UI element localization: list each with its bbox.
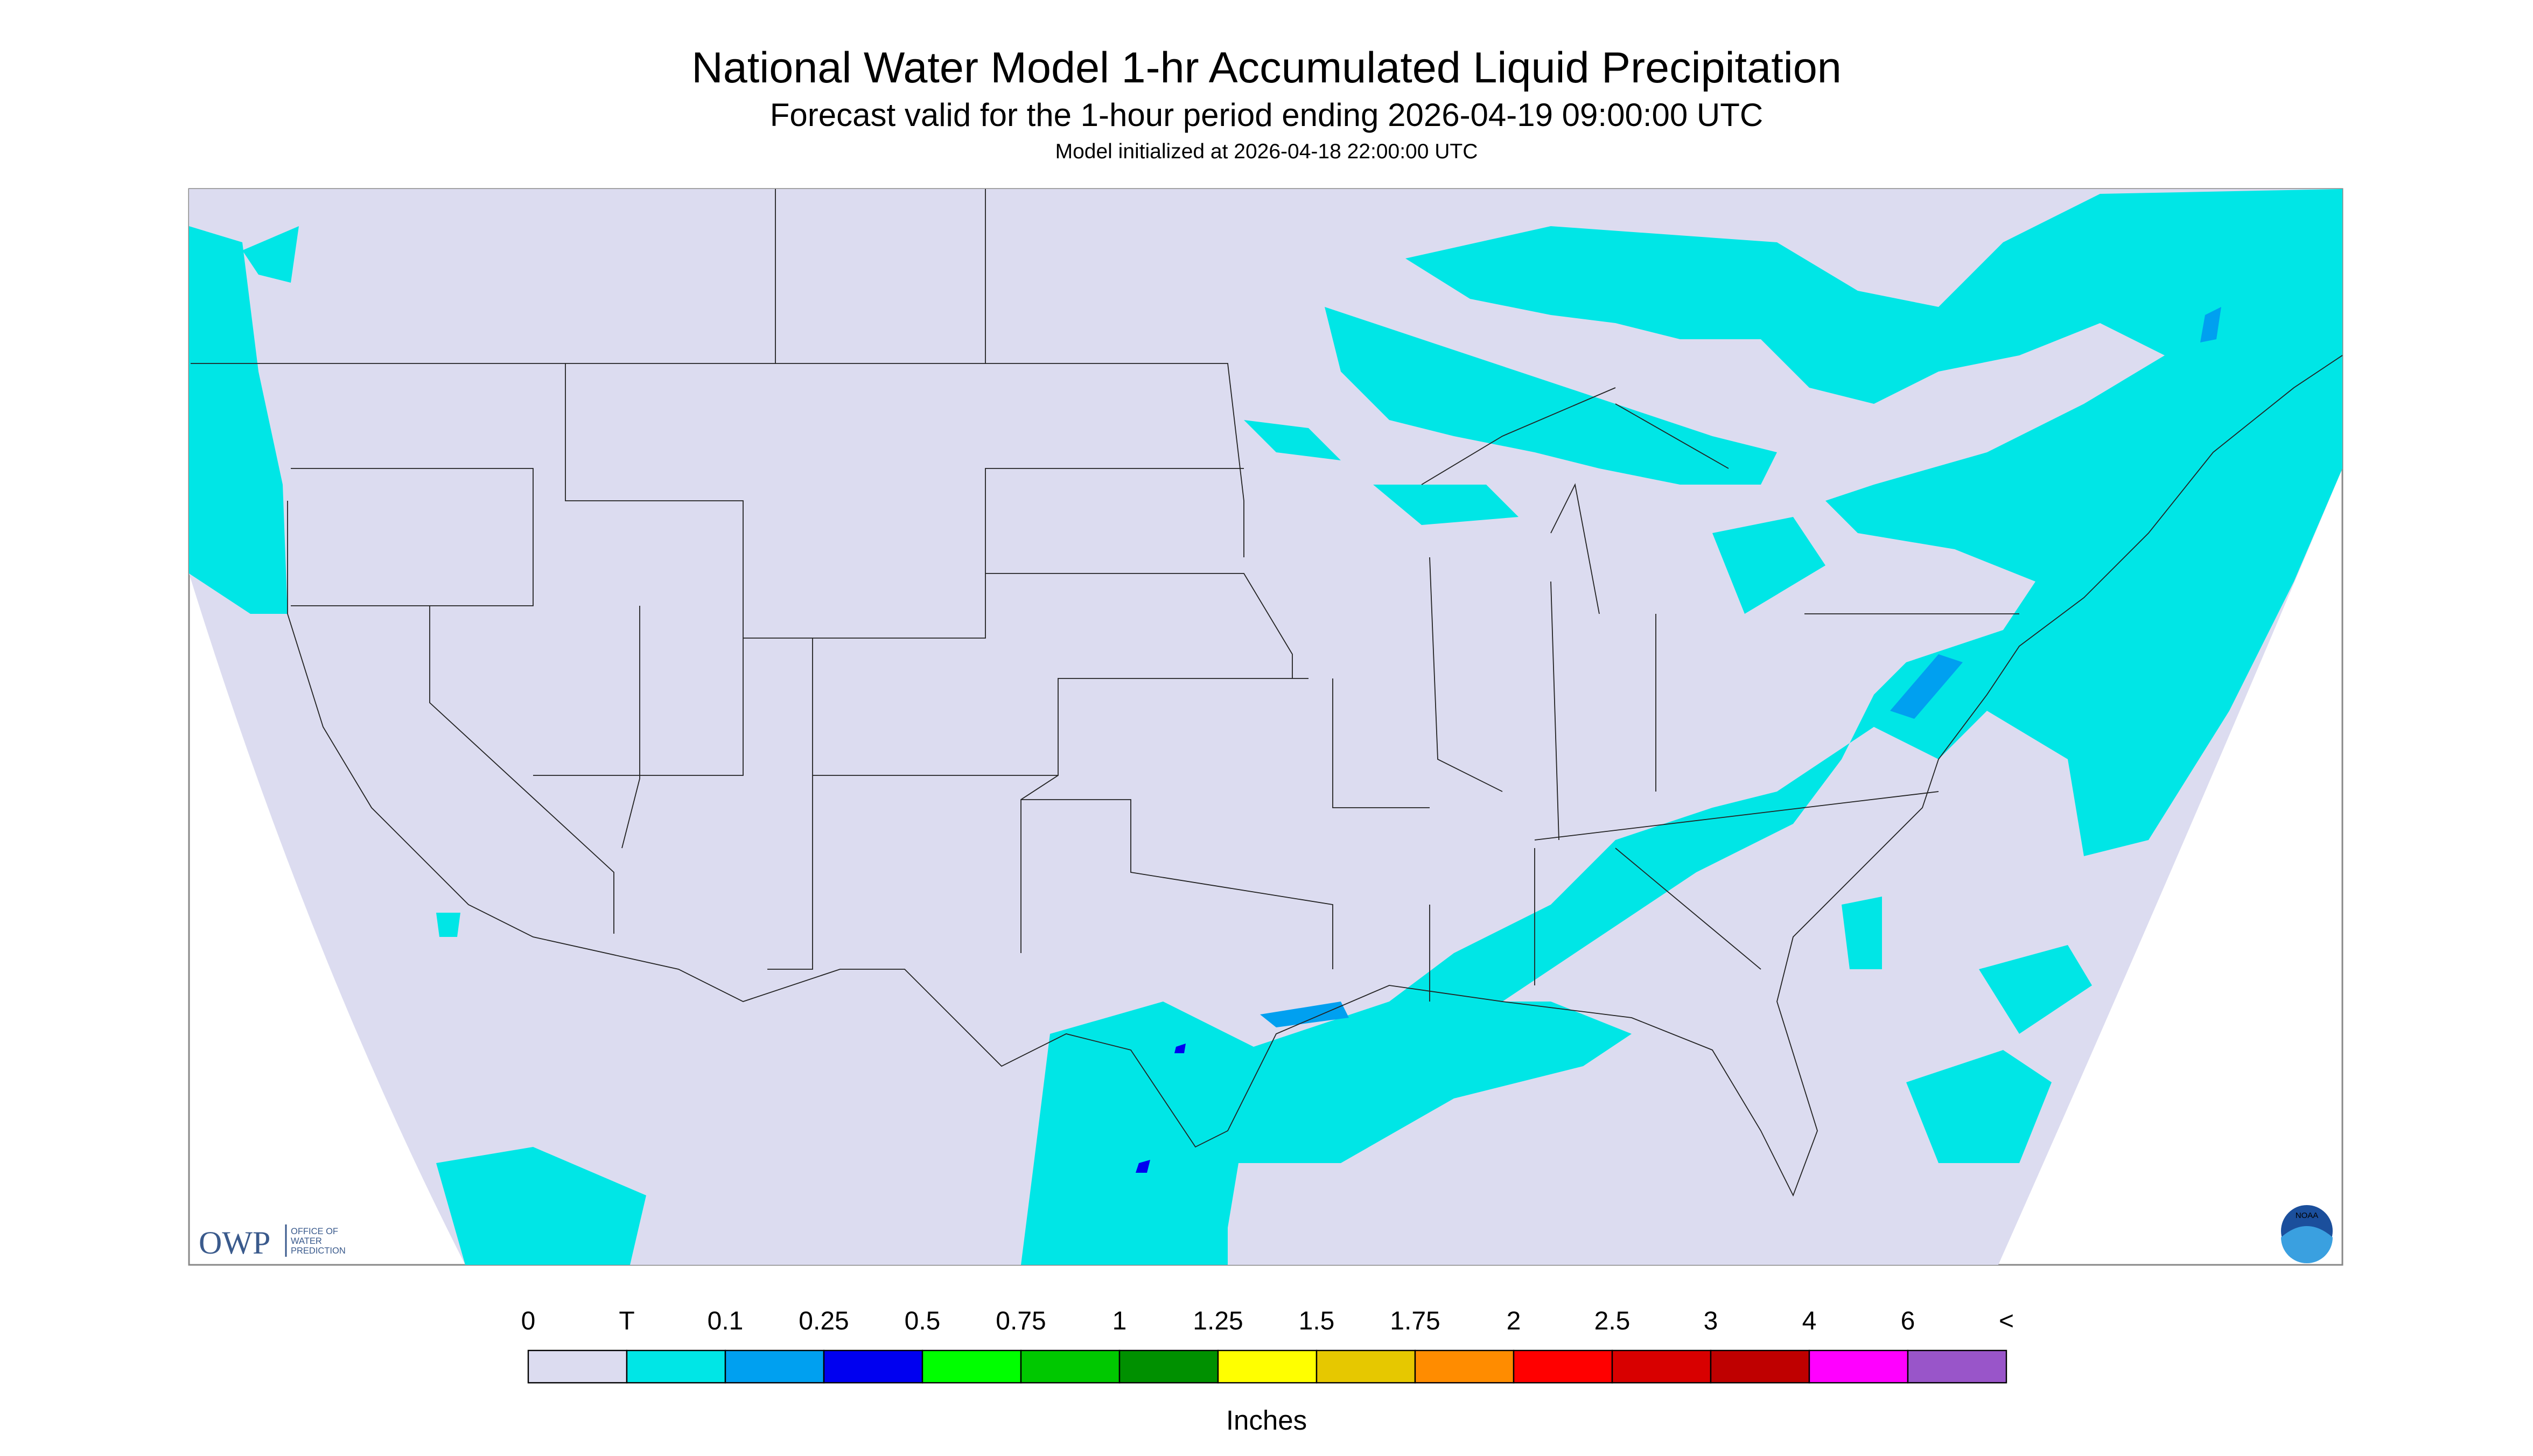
- noaa-logo-text: NOAA: [2296, 1211, 2319, 1220]
- legend-swatch: [1710, 1349, 1810, 1384]
- legend-label: 0.5: [905, 1307, 941, 1335]
- legend-label: 2: [1507, 1307, 1521, 1335]
- owp-logo: OWP OFFICE OF WATER PREDICTION: [199, 1224, 346, 1261]
- legend-swatch: [1316, 1349, 1416, 1384]
- legend-swatch: [1020, 1349, 1121, 1384]
- legend-swatch: [1513, 1349, 1613, 1384]
- legend-label: 2.5: [1594, 1307, 1631, 1335]
- legend-units: Inches: [1226, 1405, 1307, 1436]
- legend-label: <: [1999, 1307, 2014, 1335]
- legend-swatch: [1217, 1349, 1318, 1384]
- map-panel: OWP OFFICE OF WATER PREDICTION NOAA: [188, 188, 2343, 1266]
- legend-label: 3: [1704, 1307, 1718, 1335]
- legend-swatch: [921, 1349, 1022, 1384]
- boundaries: [191, 189, 2343, 1197]
- legend-label: 0: [521, 1307, 536, 1335]
- legend-swatch: [823, 1349, 923, 1384]
- noaa-logo: NOAA: [2281, 1205, 2333, 1264]
- legend-label: 1.75: [1390, 1307, 1440, 1335]
- legend-swatch: [1611, 1349, 1712, 1384]
- legend-label: 6: [1901, 1307, 1915, 1335]
- legend-label: 0.1: [708, 1307, 744, 1335]
- legend-label: 1: [1112, 1307, 1127, 1335]
- legend-swatch: [626, 1349, 726, 1384]
- legend-label: 0.25: [799, 1307, 849, 1335]
- legend-swatch: [724, 1349, 825, 1384]
- legend-label: 4: [1802, 1307, 1817, 1335]
- owp-logo-line: OFFICE OF: [291, 1227, 338, 1236]
- owp-logo-line: WATER: [291, 1236, 322, 1246]
- legend-label: 0.75: [996, 1307, 1046, 1335]
- legend-label: T: [619, 1307, 634, 1335]
- legend-label: 1.25: [1193, 1307, 1243, 1335]
- legend-label: 1.5: [1299, 1307, 1335, 1335]
- init-note: Model initialized at 2026-04-18 22:00:00…: [1055, 140, 1478, 163]
- model-domain: [189, 189, 2342, 1265]
- legend-swatch: [1808, 1349, 1909, 1384]
- legend-swatch: [1414, 1349, 1515, 1384]
- owp-logo-text: OWP: [199, 1225, 270, 1261]
- legend: 0 T 0.1 0.25 0.5 0.75 1 1.25 1.5 1.75 2 2.5 3 4 6 <: [521, 1307, 2014, 1384]
- precip-areas: [189, 189, 2342, 1265]
- legend-swatch: [1907, 1349, 2007, 1384]
- owp-logo-line: PREDICTION: [291, 1246, 346, 1256]
- subtitle: Forecast valid for the 1-hour period end…: [770, 97, 1763, 133]
- title: National Water Model 1-hr Accumulated Li…: [691, 44, 1842, 92]
- legend-swatch: [527, 1349, 628, 1384]
- legend-swatch: [1118, 1349, 1219, 1384]
